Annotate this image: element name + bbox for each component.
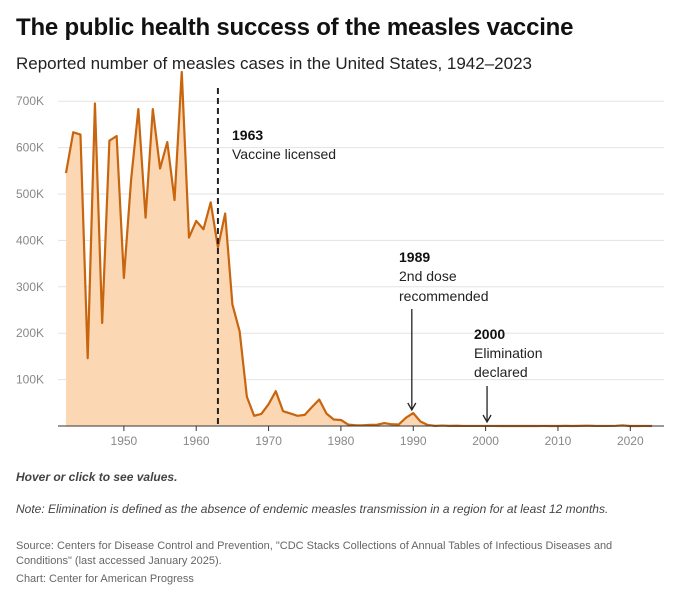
cases-area [66,71,652,426]
y-tick-label: 500K [16,187,44,201]
annotation-1963-year: 1963 [232,127,263,143]
y-tick-label: 700K [16,94,44,108]
annotation-1963-text: Vaccine licensed [232,146,336,162]
y-tick-label: 600K [16,141,44,155]
annotation-1989-text-line1: 2nd dose [399,268,457,284]
annotation-2000-arrowhead [482,414,492,424]
chart-subtitle: Reported number of measles cases in the … [16,54,532,73]
hover-hint: Hover or click to see values. [16,470,178,484]
y-tick-label: 300K [16,280,44,294]
measles-chart[interactable]: 100K 200K 300K 400K 500K 600K 700K 1950 1960 197… [0,0,680,465]
annotation-2000-text-line2: declared [474,364,528,380]
x-tick-label: 1980 [328,434,355,448]
x-tick-label: 2010 [545,434,572,448]
x-tick-label: 2020 [617,434,644,448]
x-tick-label: 1960 [183,434,210,448]
annotation-1989-arrowhead [407,402,417,412]
y-axis-ticks: 100K 200K 300K 400K 500K 600K 700K [16,94,44,386]
annotation-1989-year: 1989 [399,249,430,265]
annotation-1989-text-line2: recommended [399,288,489,304]
chart-source: Source: Centers for Disease Control and … [16,540,613,567]
x-tick-label: 1950 [111,434,138,448]
x-tick-label: 1970 [255,434,282,448]
x-tick-label: 1990 [400,434,427,448]
annotations: 1963 Vaccine licensed 1989 2nd dose reco… [216,88,542,426]
x-tick-label: 2000 [472,434,499,448]
chart-credit: Chart: Center for American Progress [16,573,194,585]
annotation-2000-year: 2000 [474,326,505,342]
x-axis-ticks: 1950 1960 1970 1980 1990 2000 2010 2020 [111,426,644,448]
y-tick-label: 400K [16,233,44,247]
chart-note: Note: Elimination is defined as the abse… [16,502,609,516]
annotation-2000-text-line1: Elimination [474,345,542,361]
y-tick-label: 200K [16,326,44,340]
y-tick-label: 100K [16,373,44,387]
chart-title: The public health success of the measles… [16,14,574,41]
